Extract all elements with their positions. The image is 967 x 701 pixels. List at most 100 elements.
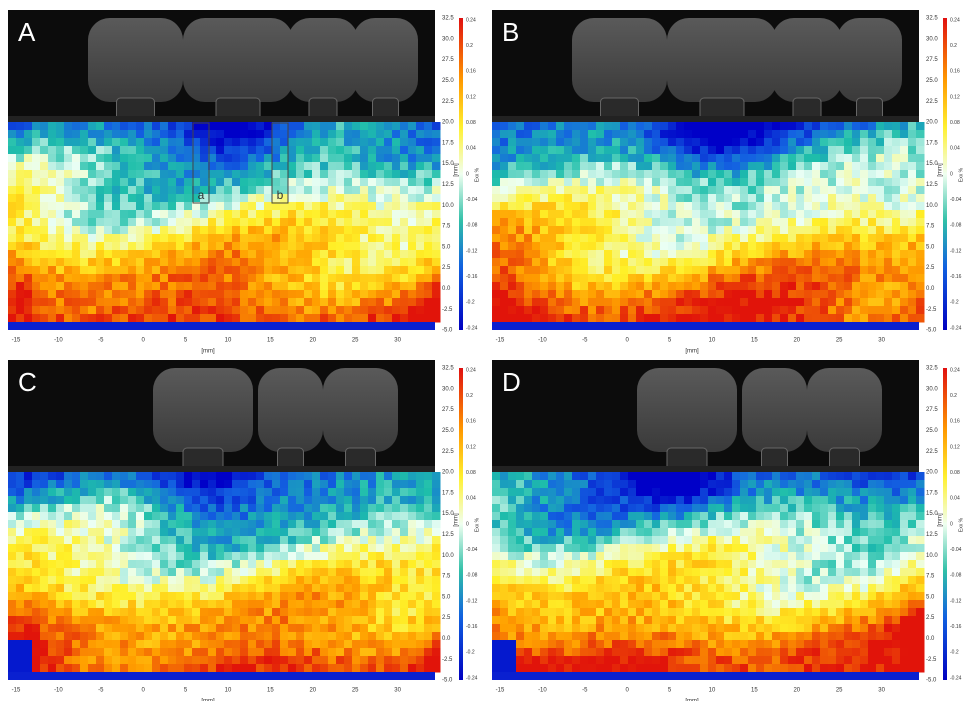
- strain-cell: [692, 234, 701, 243]
- strain-cell: [56, 290, 65, 299]
- strain-cell: [416, 210, 425, 219]
- strain-cell: [328, 488, 337, 497]
- strain-cell: [16, 298, 25, 307]
- strain-cell: [676, 472, 685, 481]
- strain-cell: [828, 258, 837, 267]
- strain-cell: [844, 258, 853, 267]
- strain-cell: [40, 560, 49, 569]
- strain-cell: [432, 306, 441, 315]
- strain-cell: [724, 544, 733, 553]
- strain-cell: [352, 250, 361, 259]
- strain-cell: [636, 210, 645, 219]
- strain-cell: [860, 218, 869, 227]
- strain-cell: [652, 218, 661, 227]
- strain-cell: [564, 242, 573, 251]
- strain-cell: [384, 600, 393, 609]
- strain-cell: [272, 298, 281, 307]
- strain-cell: [232, 170, 241, 179]
- strain-cell: [144, 592, 153, 601]
- strain-cell: [88, 536, 97, 545]
- strain-cell: [432, 544, 441, 553]
- y-tick-label: 2.5: [926, 265, 935, 271]
- strain-cell: [352, 186, 361, 195]
- strain-cell: [804, 480, 813, 489]
- strain-cell: [900, 496, 909, 505]
- strain-cell: [724, 130, 733, 139]
- strain-cell: [900, 154, 909, 163]
- strain-cell: [548, 122, 557, 131]
- strain-cell: [64, 632, 73, 641]
- strain-cell: [264, 480, 273, 489]
- strain-cell: [508, 552, 517, 561]
- strain-cell: [288, 202, 297, 211]
- strain-cell: [884, 528, 893, 537]
- strain-cell: [64, 146, 73, 155]
- strain-cell: [644, 146, 653, 155]
- strain-cell: [272, 656, 281, 665]
- strain-cell: [408, 544, 417, 553]
- strain-cell: [836, 170, 845, 179]
- strain-cell: [312, 584, 321, 593]
- strain-cell: [312, 162, 321, 171]
- strain-cell: [8, 568, 17, 577]
- strain-cell: [516, 306, 525, 315]
- strain-cell: [48, 298, 57, 307]
- strain-cell: [32, 290, 41, 299]
- strain-cell: [32, 576, 41, 585]
- strain-cell: [192, 576, 201, 585]
- strain-cell: [40, 298, 49, 307]
- strain-cell: [612, 488, 621, 497]
- strain-cell: [620, 162, 629, 171]
- strain-cell: [320, 218, 329, 227]
- strain-cell: [336, 568, 345, 577]
- strain-cell: [708, 576, 717, 585]
- strain-cell: [320, 162, 329, 171]
- strain-cell: [884, 298, 893, 307]
- strain-cell: [668, 472, 677, 481]
- strain-cell: [796, 194, 805, 203]
- strain-cell: [96, 560, 105, 569]
- colorbar-tick-label: 0.04: [950, 146, 960, 152]
- strain-cell: [748, 258, 757, 267]
- strain-cell: [508, 504, 517, 513]
- strain-cell: [516, 154, 525, 163]
- strain-cell: [152, 234, 161, 243]
- strain-cell: [384, 656, 393, 665]
- strain-cell: [72, 194, 81, 203]
- strain-cell: [432, 608, 441, 617]
- strain-cell: [876, 234, 885, 243]
- strain-cell: [400, 250, 409, 259]
- strain-cell: [8, 512, 17, 521]
- strain-cell: [64, 242, 73, 251]
- strain-cell: [24, 520, 33, 529]
- strain-cell: [804, 194, 813, 203]
- strain-cell: [352, 138, 361, 147]
- strain-cell: [392, 130, 401, 139]
- strain-cell: [8, 202, 17, 211]
- strain-cell: [684, 290, 693, 299]
- strain-cell: [176, 130, 185, 139]
- strain-cell: [508, 194, 517, 203]
- strain-cell: [652, 520, 661, 529]
- strain-cell: [548, 536, 557, 545]
- strain-cell: [344, 194, 353, 203]
- strain-cell: [724, 488, 733, 497]
- strain-cell: [40, 600, 49, 609]
- strain-cell: [796, 250, 805, 259]
- strain-cell: [344, 528, 353, 537]
- strain-cell: [400, 162, 409, 171]
- strain-cell: [304, 290, 313, 299]
- strain-cell: [644, 314, 653, 323]
- strain-cell: [224, 504, 233, 513]
- strain-cell: [16, 274, 25, 283]
- strain-cell: [288, 552, 297, 561]
- strain-cell: [716, 274, 725, 283]
- strain-cell: [500, 234, 509, 243]
- strain-cell: [376, 130, 385, 139]
- strain-cell: [492, 130, 501, 139]
- strain-cell: [400, 178, 409, 187]
- strain-cell: [748, 282, 757, 291]
- strain-cell: [88, 274, 97, 283]
- strain-cell: [400, 170, 409, 179]
- strain-cell: [344, 130, 353, 139]
